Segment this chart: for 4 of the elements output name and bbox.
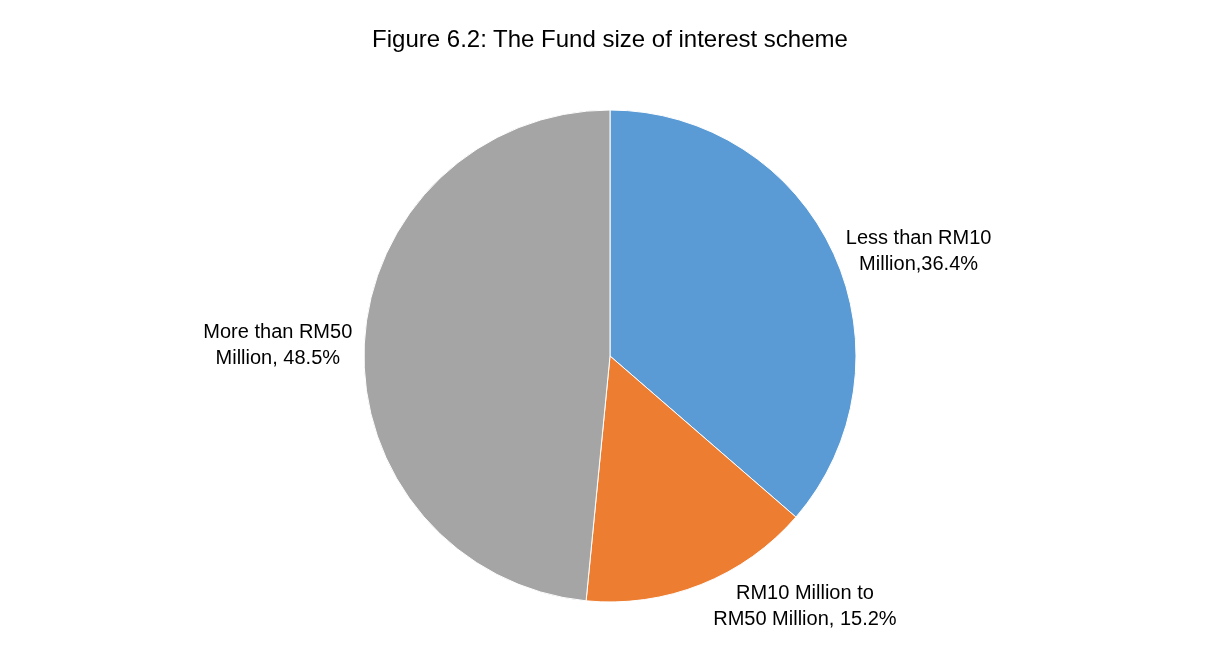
slice-label: Less than RM10 Million,36.4%: [845, 225, 992, 274]
slice-label: More than RM50 Million, 48.5%: [203, 319, 353, 368]
chart-title: Figure 6.2: The Fund size of interest scheme: [372, 25, 848, 53]
slice-label: RM10 Million to RM50 Million, 15.2%: [713, 581, 897, 630]
